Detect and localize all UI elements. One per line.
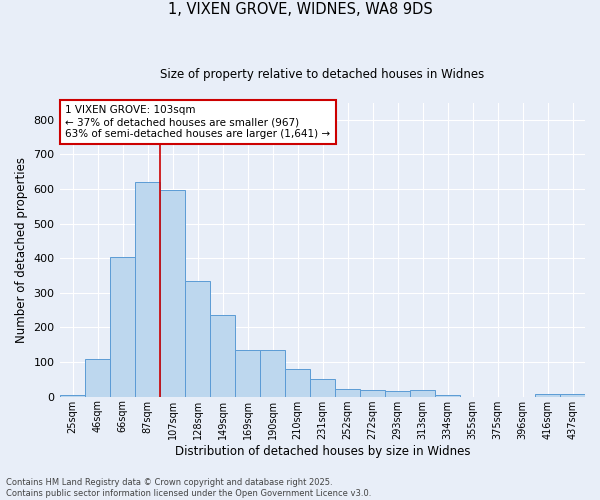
Bar xyxy=(385,391,410,396)
Bar xyxy=(235,350,260,397)
Bar xyxy=(110,257,135,396)
Bar xyxy=(210,316,235,396)
Bar xyxy=(310,378,335,396)
Y-axis label: Number of detached properties: Number of detached properties xyxy=(15,156,28,342)
Bar xyxy=(560,394,585,396)
Bar xyxy=(285,369,310,396)
Text: 1, VIXEN GROVE, WIDNES, WA8 9DS: 1, VIXEN GROVE, WIDNES, WA8 9DS xyxy=(167,2,433,18)
Bar xyxy=(260,350,285,397)
Text: Contains HM Land Registry data © Crown copyright and database right 2025.
Contai: Contains HM Land Registry data © Crown c… xyxy=(6,478,371,498)
Bar xyxy=(535,394,560,396)
Bar xyxy=(60,394,85,396)
Bar xyxy=(410,390,435,396)
Bar xyxy=(160,190,185,396)
Bar xyxy=(360,390,385,396)
Bar xyxy=(185,281,210,396)
Title: Size of property relative to detached houses in Widnes: Size of property relative to detached ho… xyxy=(160,68,485,80)
Bar xyxy=(85,358,110,397)
Bar xyxy=(135,182,160,396)
X-axis label: Distribution of detached houses by size in Widnes: Distribution of detached houses by size … xyxy=(175,444,470,458)
Bar xyxy=(335,389,360,396)
Text: 1 VIXEN GROVE: 103sqm
← 37% of detached houses are smaller (967)
63% of semi-det: 1 VIXEN GROVE: 103sqm ← 37% of detached … xyxy=(65,106,331,138)
Bar xyxy=(435,394,460,396)
